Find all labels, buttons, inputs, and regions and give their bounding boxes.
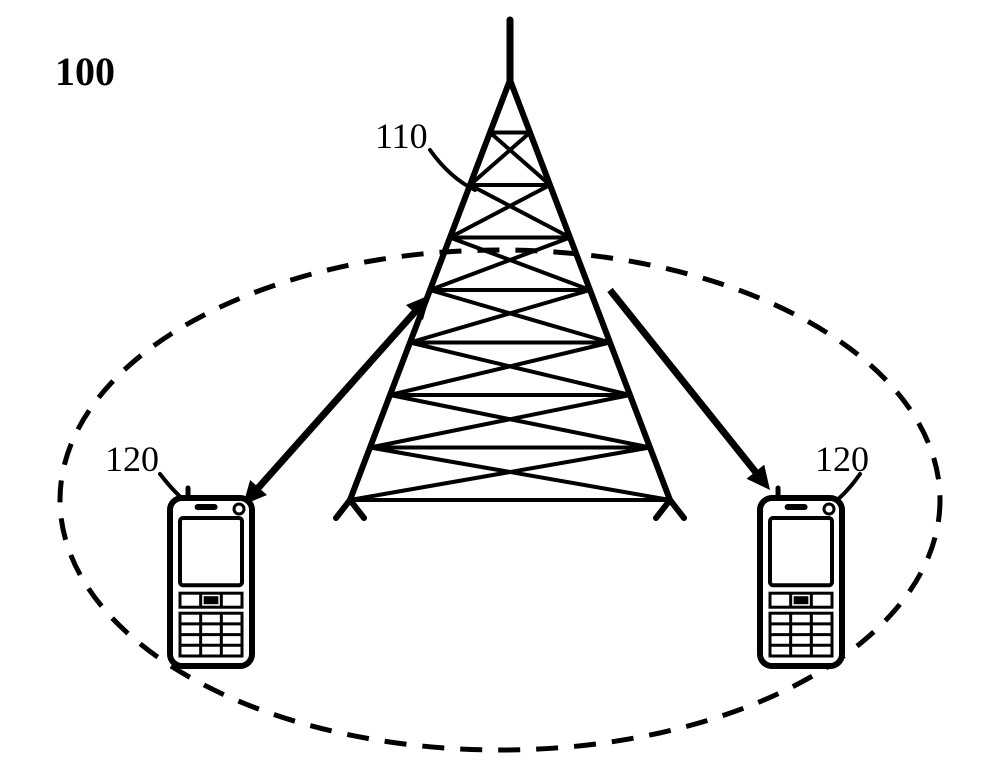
cell-tower-icon bbox=[336, 20, 684, 518]
arrow-line bbox=[253, 306, 421, 495]
tower-ref-label: 110 bbox=[375, 115, 428, 157]
phone-ref-label-right: 120 bbox=[815, 438, 869, 480]
figure-number-label: 100 bbox=[55, 48, 115, 95]
phone-icon bbox=[170, 488, 252, 666]
phone-ref-label-left: 120 bbox=[105, 438, 159, 480]
phone-icon bbox=[760, 488, 842, 666]
diagram-canvas bbox=[0, 0, 1000, 784]
